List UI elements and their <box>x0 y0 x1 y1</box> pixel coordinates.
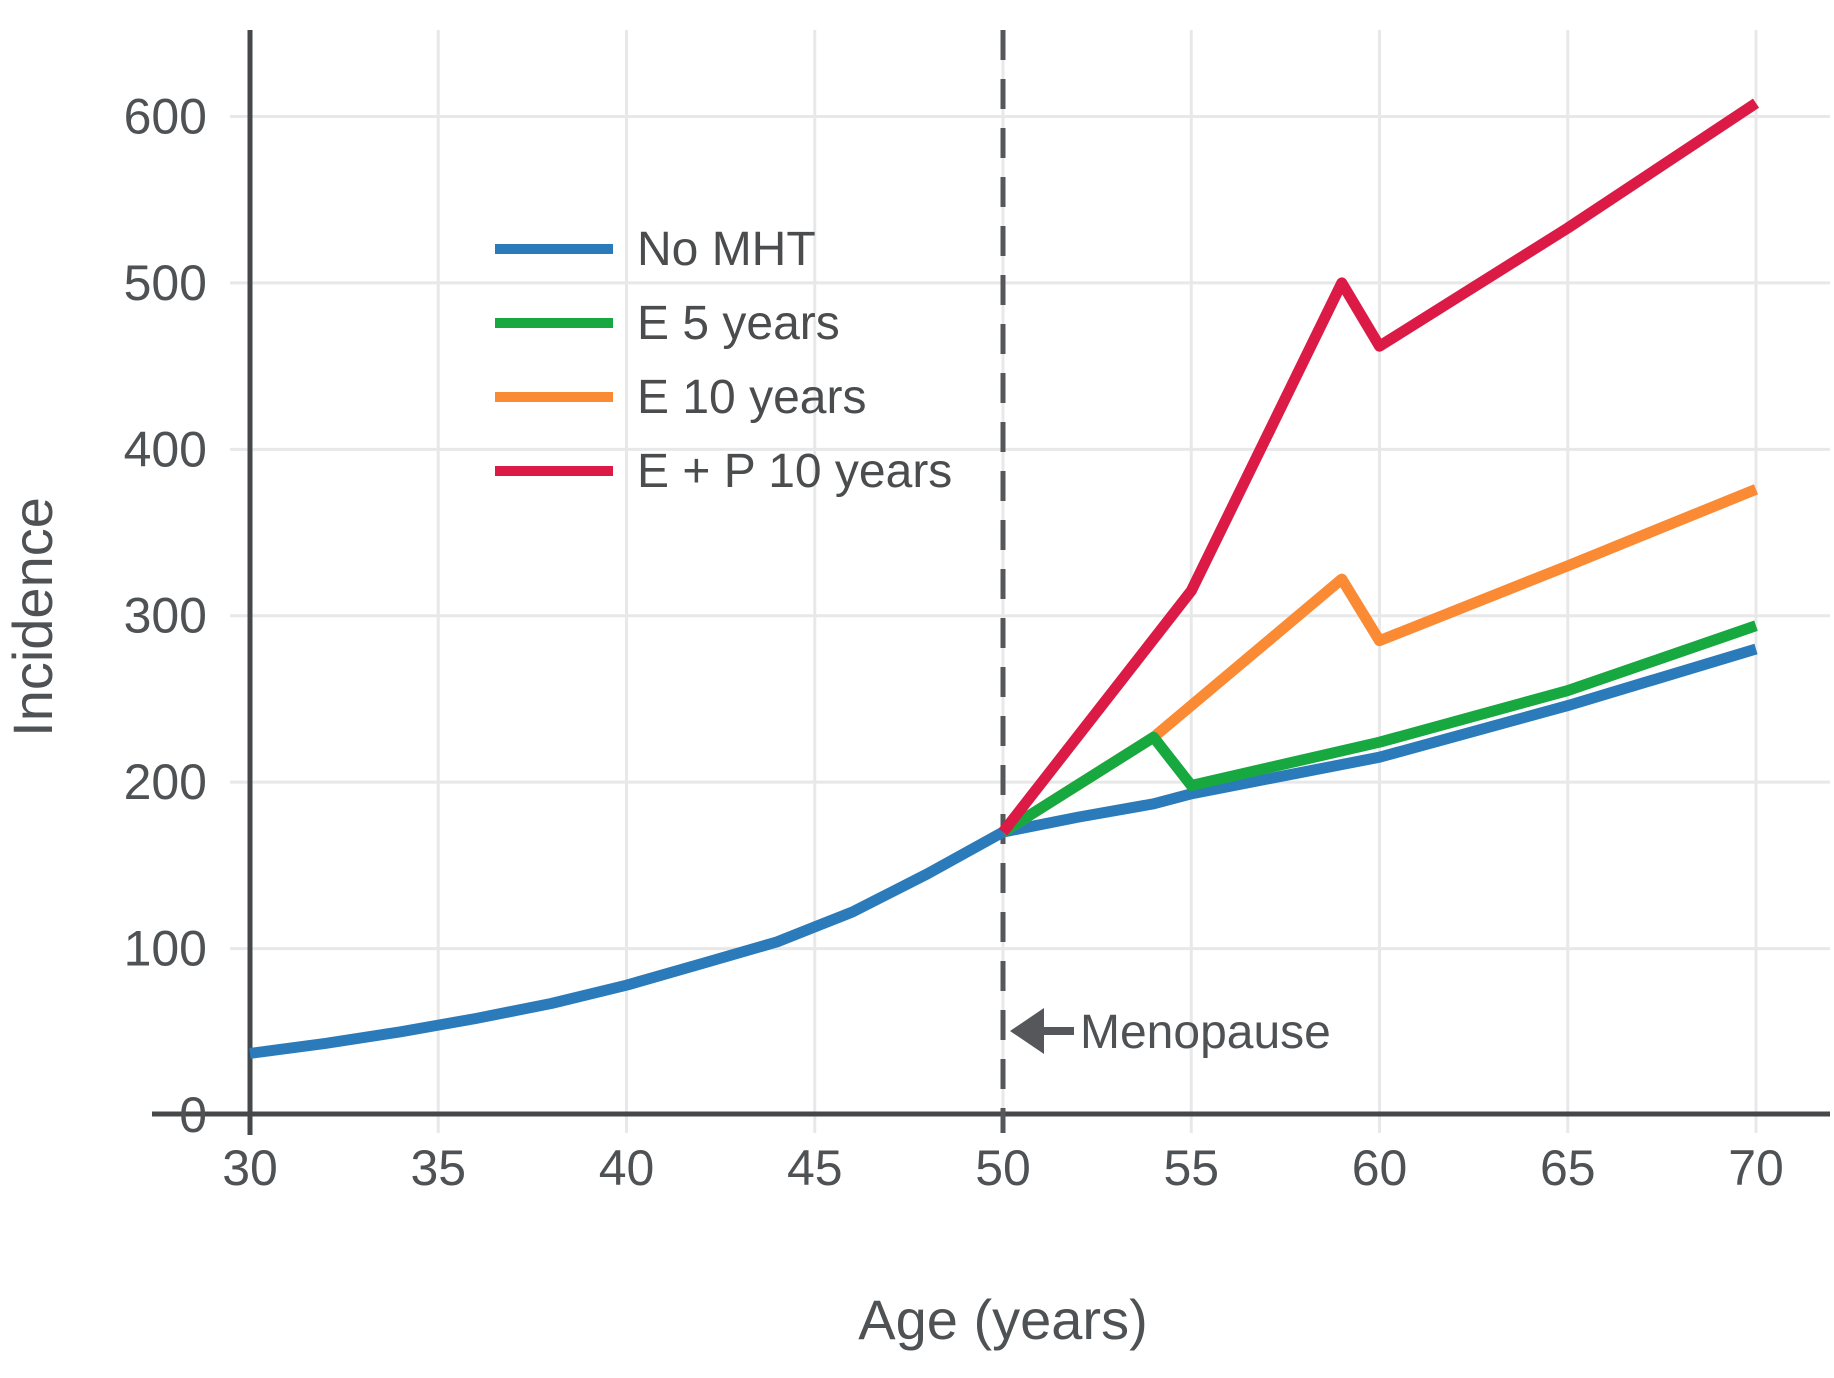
y-tick-label: 0 <box>179 1087 207 1143</box>
e-p-10-years-swatch-icon <box>495 466 613 476</box>
x-tick-label: 60 <box>1352 1140 1408 1196</box>
y-tick-label: 600 <box>124 88 207 144</box>
e-5-years-swatch-icon <box>495 318 613 328</box>
gridlines <box>230 30 1830 1133</box>
x-tick-labels: 30 35 40 45 50 55 60 65 70 <box>222 1140 1784 1196</box>
legend-item-no-mht: No MHT <box>495 223 816 276</box>
data-series <box>249 98 1760 1059</box>
legend: No MHT E 5 years E 10 years E + P 10 yea… <box>495 223 952 498</box>
legend-label: E 5 years <box>637 297 840 350</box>
y-tick-label: 500 <box>124 255 207 311</box>
y-tick-label: 400 <box>124 421 207 477</box>
x-tick-label: 45 <box>787 1140 843 1196</box>
x-tick-label: 40 <box>599 1140 655 1196</box>
series-line-e-5-years <box>1000 620 1758 837</box>
x-tick-label: 70 <box>1728 1140 1784 1196</box>
legend-label: No MHT <box>637 223 816 276</box>
x-tick-label: 35 <box>410 1140 466 1196</box>
axes <box>152 30 1830 1135</box>
y-axis-title: Incidence <box>1 497 64 737</box>
no-mht-swatch-icon <box>495 244 613 254</box>
y-tick-label: 200 <box>124 754 207 810</box>
x-axis-title: Age (years) <box>858 1288 1147 1351</box>
y-tick-labels: 0 100 200 300 400 500 600 <box>124 88 207 1143</box>
legend-label: E + P 10 years <box>637 445 952 498</box>
x-tick-label: 65 <box>1540 1140 1596 1196</box>
y-tick-label: 300 <box>124 588 207 644</box>
x-tick-label: 50 <box>975 1140 1031 1196</box>
y-tick-label: 100 <box>124 921 207 977</box>
menopause-annotation: Menopause <box>1010 1006 1331 1059</box>
x-tick-label: 30 <box>222 1140 278 1196</box>
left-arrow-icon <box>1010 1008 1074 1054</box>
legend-item-e-5-years: E 5 years <box>495 297 840 350</box>
series-line-e-p-10-years <box>998 98 1760 836</box>
series-line-no-mht <box>249 643 1758 1059</box>
x-tick-label: 55 <box>1163 1140 1219 1196</box>
legend-label: E 10 years <box>637 371 866 424</box>
menopause-label: Menopause <box>1080 1006 1331 1059</box>
e-10-years-swatch-icon <box>495 392 613 402</box>
legend-item-e-10-years: E 10 years <box>495 371 866 424</box>
legend-item-e-p-10-years: E + P 10 years <box>495 445 952 498</box>
